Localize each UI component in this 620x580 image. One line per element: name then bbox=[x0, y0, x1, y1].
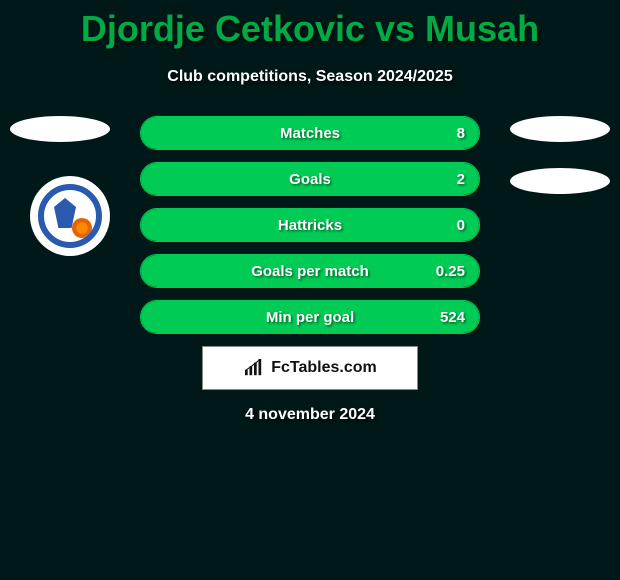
stat-rows: Matches 8 Goals 2 Hattricks 0 Goals per … bbox=[140, 116, 480, 334]
stat-label: Hattricks bbox=[278, 217, 342, 234]
brand-box[interactable]: FcTables.com bbox=[202, 346, 418, 390]
date-text: 4 november 2024 bbox=[0, 406, 620, 424]
stat-value: 2 bbox=[457, 171, 465, 188]
page-title: Djordje Cetkovic vs Musah bbox=[0, 0, 620, 50]
stat-row-goals-per-match: Goals per match 0.25 bbox=[140, 254, 480, 288]
player-left-placeholder bbox=[10, 116, 110, 142]
player-right-placeholder-1 bbox=[510, 116, 610, 142]
stat-label: Matches bbox=[280, 125, 340, 142]
stat-value: 8 bbox=[457, 125, 465, 142]
stats-area: Matches 8 Goals 2 Hattricks 0 Goals per … bbox=[0, 116, 620, 424]
stat-row-hattricks: Hattricks 0 bbox=[140, 208, 480, 242]
subtitle: Club competitions, Season 2024/2025 bbox=[0, 68, 620, 86]
stat-row-min-per-goal: Min per goal 524 bbox=[140, 300, 480, 334]
stat-label: Goals bbox=[289, 171, 331, 188]
stat-row-goals: Goals 2 bbox=[140, 162, 480, 196]
player-right-placeholder-2 bbox=[510, 168, 610, 194]
stat-value: 524 bbox=[440, 309, 465, 326]
stat-value: 0.25 bbox=[436, 263, 465, 280]
stat-label: Goals per match bbox=[251, 263, 369, 280]
brand-text: FcTables.com bbox=[271, 359, 377, 377]
club-badge-icon bbox=[38, 184, 102, 248]
bar-chart-icon bbox=[243, 359, 265, 377]
stat-label: Min per goal bbox=[266, 309, 354, 326]
stat-row-matches: Matches 8 bbox=[140, 116, 480, 150]
stat-value: 0 bbox=[457, 217, 465, 234]
club-badge bbox=[30, 176, 110, 256]
